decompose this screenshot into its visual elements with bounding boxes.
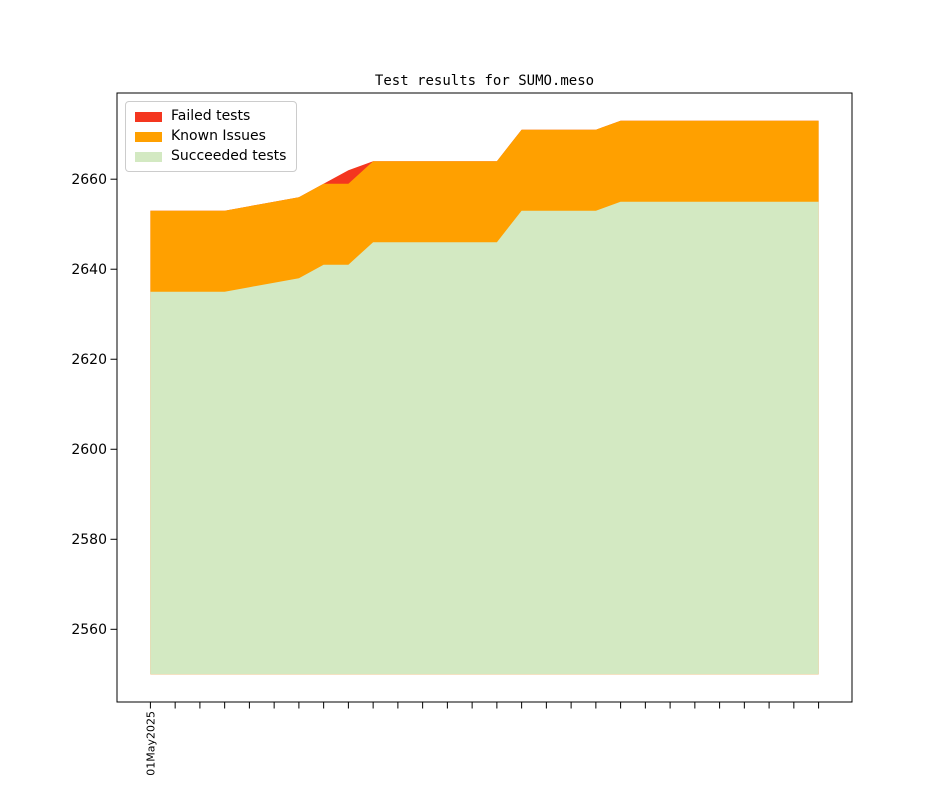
failed-tests-swatch-icon [135,111,162,122]
legend-label: Failed tests [171,108,251,124]
legend-item-known-issues: Known Issues [135,129,286,144]
area-succeeded-tests [150,201,819,675]
chart-title: Test results for SUMO.meso [375,73,594,89]
x-tick-label: 01May2025 [144,711,157,776]
y-tick-label: 2600 [71,442,107,458]
plot-border [116,92,853,703]
y-tick-label: 2580 [71,532,107,548]
stacked-areas [150,120,819,675]
legend-item-succeeded-tests: Succeeded tests [135,149,286,164]
succeeded-tests-swatch-icon [135,151,162,162]
y-tick-label: 2560 [71,622,107,638]
x-axis: 01May2025 [144,702,820,776]
y-axis: 2560 2580 2600 2620 2640 2660 [71,172,117,638]
legend-item-failed-tests: Failed tests [135,109,286,124]
legend-label: Succeeded tests [171,148,287,164]
y-tick-label: 2660 [71,172,107,188]
y-tick-label: 2620 [71,352,107,368]
known-issues-swatch-icon [135,131,162,142]
legend-label: Known Issues [171,128,266,144]
legend: Failed tests Known Issues Succeeded test… [125,101,298,172]
y-tick-label: 2640 [71,262,107,278]
